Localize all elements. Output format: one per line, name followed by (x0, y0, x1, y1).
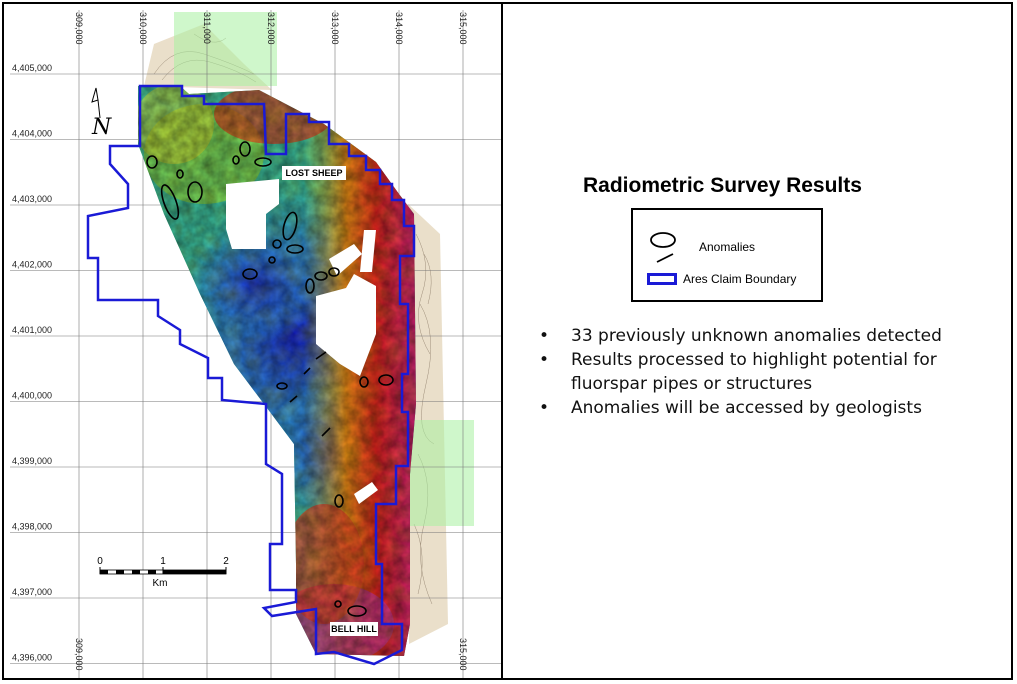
bottom-easting-labels: 309,000 315,000 (74, 638, 468, 671)
scale-unit: Km (153, 578, 168, 589)
info-panel: Radiometric Survey Results Anomalies Are… (503, 4, 1011, 678)
survey-map: LOST SHEEP BELL HILL 309,000 310,000 311,0… (10, 10, 501, 678)
place-lost-sheep-label: LOST SHEEP (285, 168, 342, 178)
bullet-list: 33 previously unknown anomalies detected… (539, 324, 999, 420)
easting-label: 313,000 (330, 12, 340, 45)
place-lost-sheep: LOST SHEEP (282, 166, 346, 180)
legend-claim-boundary: Ares Claim Boundary (633, 272, 796, 286)
bullet-item: 33 previously unknown anomalies detected (539, 324, 999, 348)
scale-bar: 0 1 2 Km (97, 556, 229, 589)
coordinate-grid (10, 10, 501, 678)
anomaly-markers (146, 141, 394, 617)
anomaly-symbol-icon (650, 232, 676, 263)
place-bell-hill: BELL HILL (330, 622, 378, 636)
north-arrow-letter: N (91, 115, 112, 140)
easting-label: 310,000 (138, 12, 148, 45)
claim-boundary-swatch-icon (647, 273, 677, 285)
north-arrow: N (91, 87, 112, 140)
northing-label: 4,405,000 (12, 63, 52, 73)
green-overlay-north (174, 12, 277, 86)
legend-anomalies: Anomalies (633, 230, 755, 264)
northing-label: 4,400,000 (12, 391, 52, 401)
legend-claim-label: Ares Claim Boundary (683, 272, 797, 286)
easting-label: 309,000 (74, 12, 84, 45)
easting-labels: 309,000 310,000 311,000 312,000 313,000 314,0… (74, 12, 468, 45)
bullet-item: Results processed to highlight potential… (539, 348, 999, 396)
scale-tick-2: 2 (223, 556, 229, 567)
northing-labels: 4,405,000 4,404,000 4,403,000 4,402,000 4,40… (12, 63, 52, 663)
northing-label: 4,399,000 (12, 456, 52, 466)
ares-claim-boundary (86, 84, 416, 666)
northing-label: 4,403,000 (12, 194, 52, 204)
bottom-easting-label: 309,000 (74, 638, 84, 671)
northing-label: 4,402,000 (12, 260, 52, 270)
easting-label: 314,000 (394, 12, 404, 45)
northing-label: 4,397,000 (12, 587, 52, 597)
easting-label: 315,000 (458, 12, 468, 45)
legend: Anomalies Ares Claim Boundary (631, 208, 823, 302)
place-bell-hill-label: BELL HILL (331, 624, 377, 634)
map-panel: LOST SHEEP BELL HILL 309,000 310,000 311,0… (4, 4, 503, 678)
green-overlay-east (408, 420, 474, 526)
northing-label: 4,404,000 (12, 129, 52, 139)
scale-tick-0: 0 (97, 556, 103, 567)
radiometric-heatmap (138, 86, 416, 656)
slide-title: Radiometric Survey Results (583, 174, 862, 197)
bottom-easting-label: 315,000 (458, 638, 468, 671)
scale-tick-1: 1 (160, 556, 166, 567)
easting-label: 311,000 (202, 12, 212, 44)
northing-label: 4,401,000 (12, 325, 52, 335)
legend-anomalies-label: Anomalies (699, 240, 756, 254)
easting-label: 312,000 (266, 12, 276, 45)
northing-label: 4,396,000 (12, 653, 52, 663)
northing-label: 4,398,000 (12, 522, 52, 532)
bullet-item: Anomalies will be accessed by geologists (539, 396, 999, 420)
